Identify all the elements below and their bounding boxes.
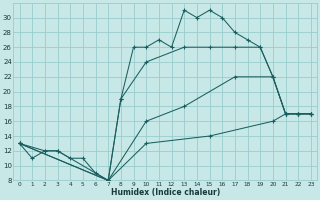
X-axis label: Humidex (Indice chaleur): Humidex (Indice chaleur) <box>111 188 220 197</box>
